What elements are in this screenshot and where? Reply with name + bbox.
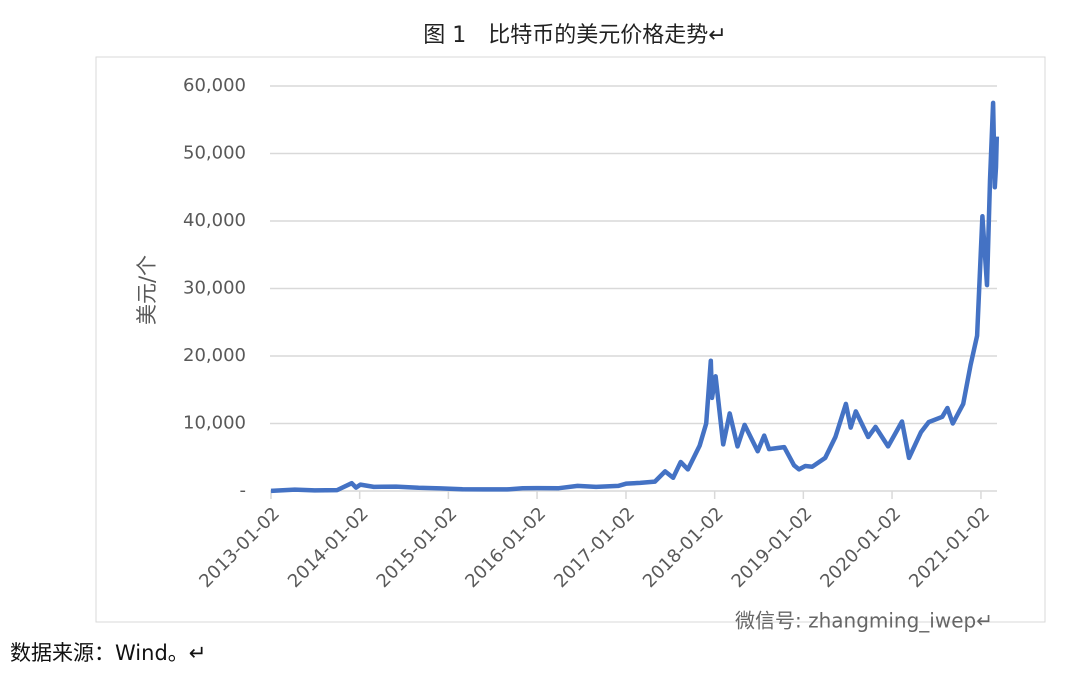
x-tick-label: 2013-01-02 [195, 503, 284, 592]
watermark: 微信号: zhangming_iwep↵ [735, 609, 993, 633]
x-tick-label: 2016-01-02 [461, 503, 550, 592]
chart-title: 图 1 比特币的美元价格走势↵ [423, 23, 726, 48]
chart-border [95, 56, 1046, 623]
x-tick-label: 2019-01-02 [728, 503, 817, 592]
y-tick-label: 60,000 [183, 75, 246, 96]
x-tick-label: 2017-01-02 [550, 503, 639, 592]
x-tick-label: 2020-01-02 [816, 503, 905, 592]
price-line [270, 100, 1000, 494]
y-tick-label: 40,000 [183, 210, 246, 231]
x-tick-label: 2014-01-02 [284, 503, 373, 592]
source-note: 数据来源：Wind。↵ [10, 641, 206, 665]
y-tick-label: 50,000 [183, 143, 246, 164]
y-axis-label: 美元/个 [135, 255, 159, 325]
x-tick-label: 2015-01-02 [373, 503, 462, 592]
y-tick-label: 10,000 [183, 413, 246, 434]
x-tick-label: 2018-01-02 [639, 503, 728, 592]
y-tick-label: 30,000 [183, 278, 246, 299]
y-tick-label: 20,000 [183, 345, 246, 366]
x-tick-label: 2021-01-02 [905, 503, 994, 592]
y-tick-label: - [240, 480, 247, 501]
